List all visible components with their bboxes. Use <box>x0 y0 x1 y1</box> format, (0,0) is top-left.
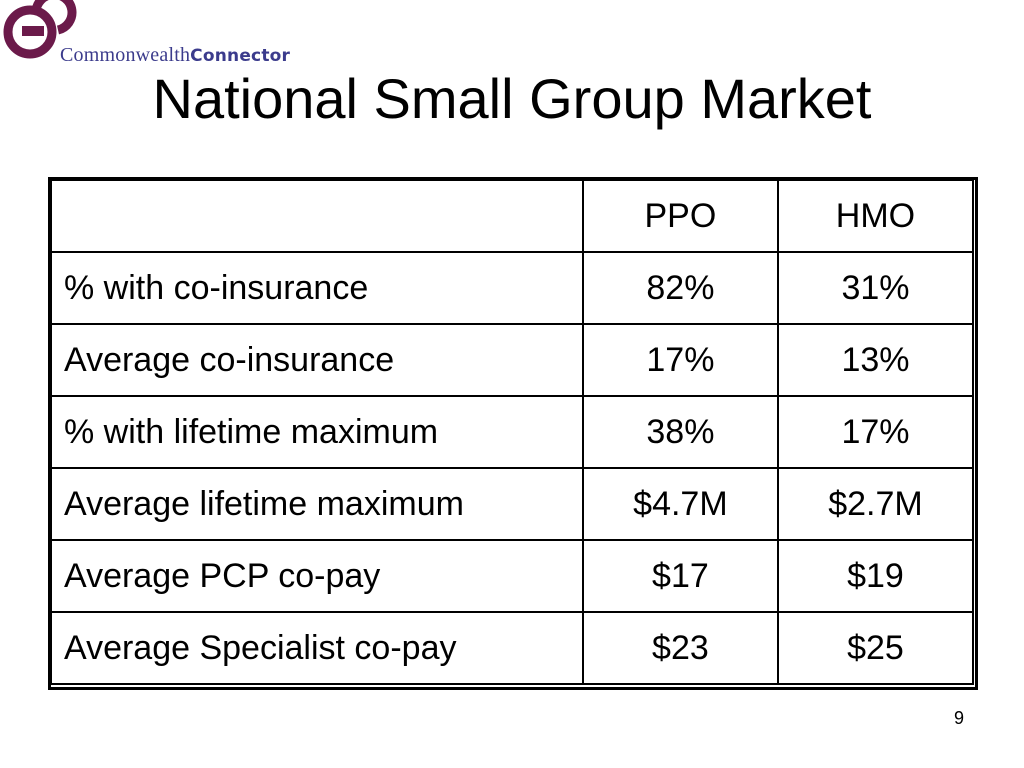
table-row: Average lifetime maximum $4.7M $2.7M <box>50 467 975 541</box>
table-row: % with lifetime maximum 38% 17% <box>50 395 975 469</box>
table-cell: 17% <box>776 395 975 469</box>
table-cell: 31% <box>776 251 975 325</box>
table-row-label: Average lifetime maximum <box>50 467 584 541</box>
table-row: % with co-insurance 82% 31% <box>50 251 975 325</box>
page-number: 9 <box>953 708 964 728</box>
comparison-table: PPO HMO % with co-insurance 82% 31% Aver… <box>50 179 975 685</box>
logo-wordmark-bold: Connector <box>190 46 291 66</box>
table-row: Average PCP co-pay $17 $19 <box>50 539 975 613</box>
table-cell: 82% <box>581 251 779 325</box>
table-header-row: PPO HMO <box>50 179 975 253</box>
table-cell: $2.7M <box>776 467 975 541</box>
table-row-label: Average PCP co-pay <box>50 539 584 613</box>
table-row-label: Average Specialist co-pay <box>50 611 584 685</box>
interlocking-rings-logo-icon <box>3 0 77 59</box>
table-cell: 13% <box>776 323 975 397</box>
table-row-label: Average co-insurance <box>50 323 584 397</box>
table-row: Average Specialist co-pay $23 $25 <box>50 611 975 685</box>
table-header-cell: PPO <box>581 179 779 253</box>
table-cell: $4.7M <box>581 467 779 541</box>
table-header-cell <box>50 179 584 253</box>
table-header-cell: HMO <box>776 179 975 253</box>
logo-wordmark-light: Commonwealth <box>60 44 191 66</box>
table-row: Average co-insurance 17% 13% <box>50 323 975 397</box>
table-row-label: % with co-insurance <box>50 251 584 325</box>
commonwealth-connector-logo: CommonwealthConnector <box>0 0 380 70</box>
table-cell: $23 <box>581 611 779 685</box>
table-cell: $25 <box>776 611 975 685</box>
table-cell: 17% <box>581 323 779 397</box>
table-cell: $19 <box>776 539 975 613</box>
table-cell: $17 <box>581 539 779 613</box>
table-row-label: % with lifetime maximum <box>50 395 584 469</box>
slide-title: National Small Group Market <box>152 67 872 130</box>
logo-wordmark: CommonwealthConnector <box>60 44 290 67</box>
table-cell: 38% <box>581 395 779 469</box>
